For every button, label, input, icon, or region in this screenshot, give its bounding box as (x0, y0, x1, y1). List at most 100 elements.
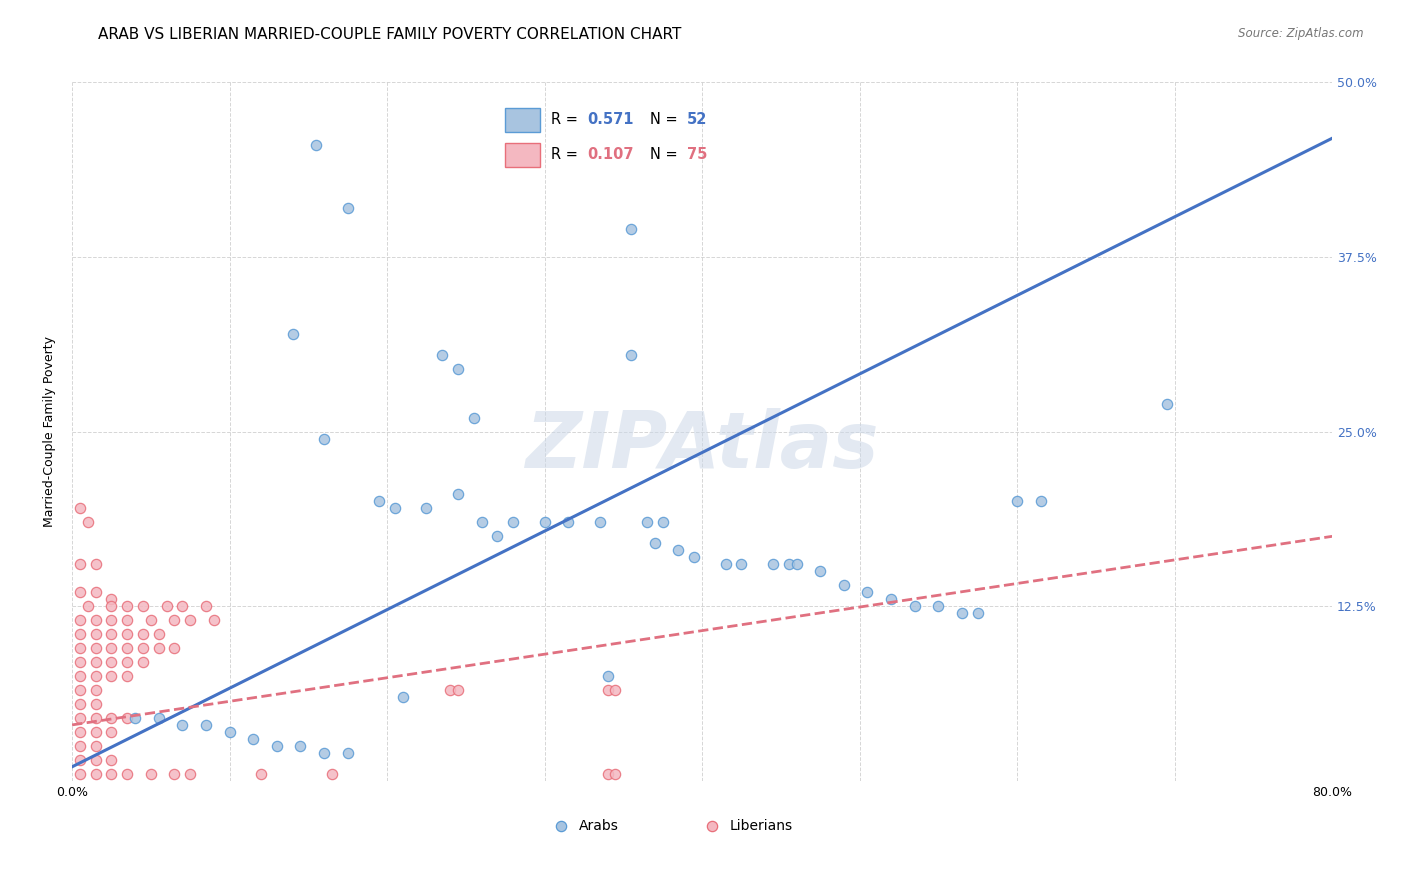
Point (84, 739, 107, 753)
Point (148, 711, 170, 725)
Point (336, 746, 359, 760)
Point (100, 711, 122, 725)
Point (714, 558, 737, 572)
Point (155, 599, 177, 614)
Point (314, 432, 336, 446)
Point (84, 558, 107, 572)
Point (69, 613, 91, 627)
Point (84, 711, 107, 725)
Point (502, 516, 524, 530)
Point (115, 613, 138, 627)
Point (69, 766, 91, 780)
Point (100, 599, 122, 614)
Point (100, 613, 122, 627)
Point (69, 627, 91, 641)
Point (139, 613, 162, 627)
Point (100, 753, 122, 767)
Point (69, 558, 91, 572)
Point (447, 361, 470, 376)
Point (84, 627, 107, 641)
Point (132, 627, 155, 641)
Point (76, 599, 98, 614)
Point (115, 711, 138, 725)
Point (321, 766, 343, 780)
Point (250, 766, 273, 780)
Point (84, 766, 107, 780)
Text: Source: ZipAtlas.com: Source: ZipAtlas.com (1239, 27, 1364, 40)
Point (115, 627, 138, 641)
Point (668, 543, 690, 558)
Point (100, 669, 122, 683)
Point (132, 641, 155, 656)
Point (69, 711, 91, 725)
Point (139, 766, 162, 780)
Point (808, 564, 831, 578)
Point (69, 641, 91, 656)
Point (778, 558, 800, 572)
Point (620, 222, 643, 236)
Point (163, 641, 186, 656)
Point (605, 683, 627, 698)
Point (368, 494, 391, 508)
Point (179, 766, 201, 780)
Point (84, 613, 107, 627)
Text: Liberians: Liberians (730, 819, 793, 833)
Point (84, 683, 107, 698)
Point (683, 550, 706, 565)
Point (100, 592, 122, 607)
Point (966, 606, 988, 620)
Point (100, 655, 122, 669)
Point (202, 613, 225, 627)
Point (486, 529, 509, 543)
Point (69, 739, 91, 753)
Text: ZIPAtlas: ZIPAtlas (526, 408, 879, 483)
Point (172, 599, 194, 614)
Point (463, 410, 485, 425)
Point (471, 516, 494, 530)
Point (904, 599, 927, 614)
Point (84, 585, 107, 599)
Point (84, 724, 107, 739)
Point (447, 683, 470, 698)
Point (1029, 494, 1052, 508)
Point (927, 599, 949, 614)
Point (636, 516, 658, 530)
Point (115, 655, 138, 669)
Point (336, 201, 359, 215)
Point (163, 766, 186, 780)
Point (69, 753, 91, 767)
Point (762, 558, 785, 572)
Point (730, 558, 752, 572)
Point (148, 641, 170, 656)
Point (596, 683, 619, 698)
Text: ARAB VS LIBERIAN MARRIED-COUPLE FAMILY POVERTY CORRELATION CHART: ARAB VS LIBERIAN MARRIED-COUPLE FAMILY P… (98, 27, 682, 42)
Point (124, 711, 146, 725)
Point (218, 724, 240, 739)
Point (950, 606, 973, 620)
Point (672, 864, 695, 879)
Point (384, 501, 406, 516)
Point (557, 516, 579, 530)
Point (148, 627, 170, 641)
Point (100, 724, 122, 739)
Point (392, 690, 415, 704)
Point (115, 766, 138, 780)
Point (100, 641, 122, 656)
Point (651, 516, 673, 530)
Point (880, 592, 903, 607)
Point (856, 585, 879, 599)
Point (132, 655, 155, 669)
Point (439, 683, 461, 698)
Point (69, 669, 91, 683)
Point (860, 864, 883, 879)
Point (115, 669, 138, 683)
Point (84, 641, 107, 656)
Point (605, 766, 627, 780)
Point (163, 613, 186, 627)
Point (305, 138, 328, 153)
Point (84, 655, 107, 669)
Point (242, 731, 264, 746)
Point (115, 599, 138, 614)
Point (84, 753, 107, 767)
Point (596, 766, 619, 780)
